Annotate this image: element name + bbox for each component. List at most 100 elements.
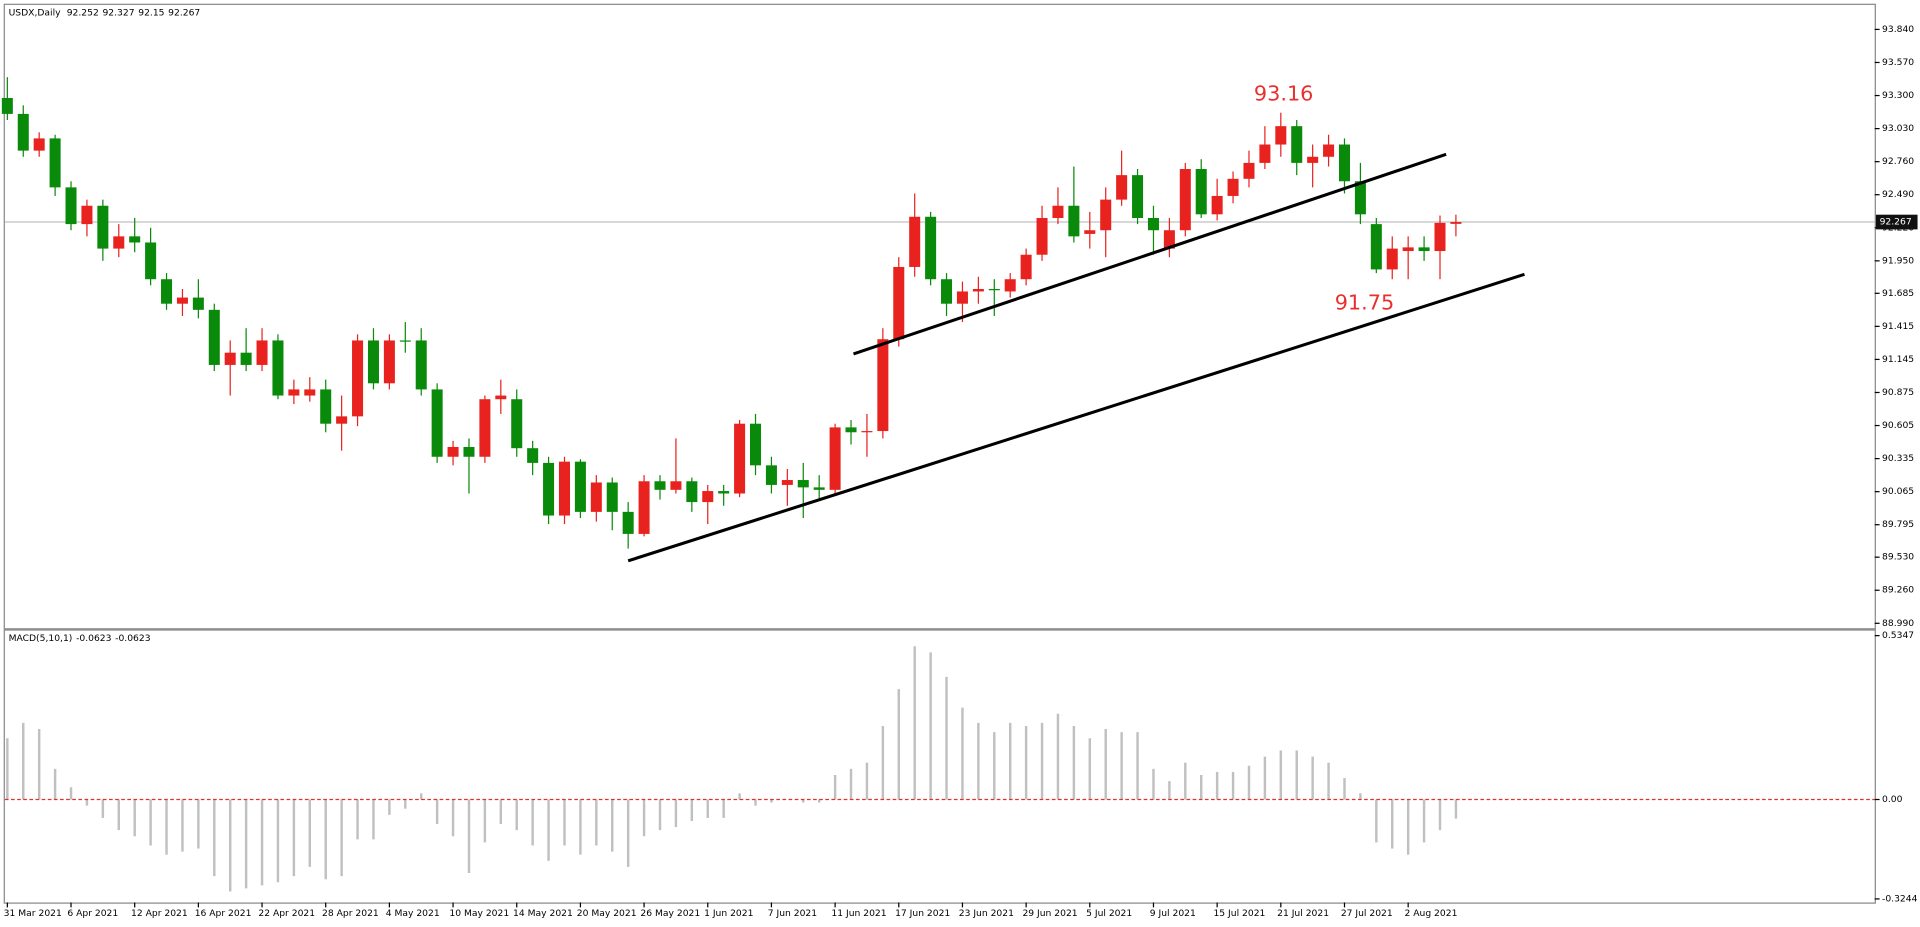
y-tick-label: 92.760 [1882, 156, 1914, 167]
candle-body [240, 352, 252, 365]
candle-body [81, 205, 93, 225]
candle-body [1163, 230, 1175, 249]
candle-body [145, 242, 157, 280]
candle-body [208, 309, 220, 365]
candle-body [192, 297, 204, 310]
candle-body [670, 481, 682, 490]
candle-body [176, 297, 188, 304]
x-tick-label: 21 Jul 2021 [1277, 908, 1329, 919]
y-tick-label: 90.065 [1882, 486, 1914, 497]
candle-body [1307, 156, 1319, 163]
candle-body [543, 462, 555, 516]
candle-body [256, 340, 268, 365]
candle-body [1036, 217, 1048, 255]
candle-body [511, 399, 523, 449]
candle-body [909, 216, 921, 267]
candle-body [813, 487, 825, 490]
candle-body [224, 352, 236, 365]
candle-body [988, 289, 1000, 291]
y-tick-label: 90.335 [1882, 453, 1914, 464]
y-tick-label: 89.260 [1882, 585, 1914, 596]
candle-body [941, 279, 953, 304]
indicator-value: -0.0623 [115, 632, 151, 643]
y-tick-label: 93.300 [1882, 90, 1914, 101]
candle-body [1450, 222, 1462, 224]
candle-body [1068, 205, 1080, 237]
candle-body [1354, 181, 1366, 215]
trend-line [852, 152, 1447, 356]
candle-body [1275, 126, 1287, 145]
candle-body [495, 395, 507, 400]
x-tick-label: 6 Apr 2021 [67, 908, 118, 919]
candle-body [17, 113, 29, 151]
candle-body [1, 97, 13, 114]
candle-body [1227, 178, 1239, 196]
candle-body [352, 340, 364, 417]
x-tick-label: 31 Mar 2021 [4, 908, 62, 919]
macd-panel [3, 629, 1876, 904]
x-tick-label: 4 May 2021 [386, 908, 440, 919]
x-tick-label: 7 Jun 2021 [768, 908, 817, 919]
candle-body [1116, 175, 1128, 200]
candle-body [383, 340, 395, 384]
y-tick-label: 92.490 [1882, 189, 1914, 200]
candle-body [1386, 248, 1398, 270]
price-panel [3, 3, 1876, 630]
candle-body [1418, 247, 1430, 252]
candle-body [431, 389, 443, 457]
candle-body [1259, 144, 1271, 163]
candle-body [479, 399, 491, 457]
y-tick-label: 91.685 [1882, 288, 1914, 299]
x-tick-label: 27 Jul 2021 [1341, 908, 1393, 919]
candle-body [1195, 169, 1207, 215]
y-tick-label: 88.990 [1882, 618, 1914, 629]
candle-body [558, 461, 570, 516]
indicator-value: -0.0623 [76, 632, 112, 643]
x-tick-label: 16 Apr 2021 [195, 908, 252, 919]
x-tick-label: 17 Jun 2021 [895, 908, 950, 919]
candle-body [1052, 205, 1064, 218]
candle-body [447, 446, 459, 457]
candle-body [129, 236, 141, 243]
candle-body [65, 187, 77, 225]
candle-body [861, 431, 873, 433]
candle-body [750, 423, 762, 466]
candle-body [638, 481, 650, 534]
candle-body [606, 482, 618, 512]
candle-body [161, 279, 173, 304]
indicator-name: MACD(5,10,1) [9, 632, 73, 643]
candle-body [1402, 247, 1414, 252]
candle-body [622, 511, 634, 534]
y-tick-label: 90.605 [1882, 420, 1914, 431]
header-close: 92.267 [168, 7, 200, 18]
candle-body [590, 482, 602, 512]
candle-body [1132, 175, 1144, 218]
candle-body [702, 491, 714, 503]
price-annotation: 91.75 [1335, 291, 1395, 315]
candle-body [686, 481, 698, 503]
candle-body [574, 461, 586, 512]
x-tick-label: 9 Jul 2021 [1150, 908, 1196, 919]
candle-body [718, 491, 730, 494]
candle-body [893, 266, 905, 340]
candle-body [415, 340, 427, 390]
x-tick-label: 5 Jul 2021 [1086, 908, 1132, 919]
x-tick-label: 26 May 2021 [640, 908, 700, 919]
header-open: 92.252 [67, 7, 99, 18]
candle-body [336, 416, 348, 424]
y-tick-label: 91.145 [1882, 354, 1914, 365]
y-tick-label: 91.415 [1882, 321, 1914, 332]
x-tick-label: 11 Jun 2021 [831, 908, 886, 919]
x-tick-label: 28 Apr 2021 [322, 908, 379, 919]
candle-body [1338, 144, 1350, 182]
candle-body [1020, 254, 1032, 280]
last-price-box [1875, 214, 1918, 230]
candle-body [1370, 224, 1382, 270]
x-tick-label: 14 May 2021 [513, 908, 573, 919]
y-tick-label: 93.840 [1882, 24, 1914, 35]
candle-body [1211, 195, 1223, 215]
candle-body [33, 138, 45, 151]
candle-body [463, 446, 475, 457]
